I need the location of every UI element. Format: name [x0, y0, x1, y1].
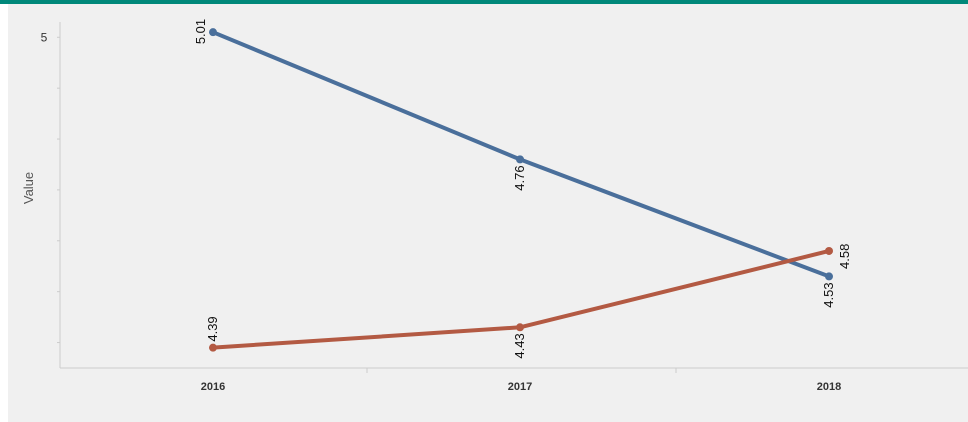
x-tick-label: 2016: [201, 381, 225, 393]
series-1-point[interactable]: [209, 28, 217, 37]
x-axis-ticks: 2016 2017 2018: [201, 368, 841, 393]
data-label: 4.53: [821, 282, 836, 307]
data-label: 4.58: [837, 244, 852, 269]
data-label: 4.76: [512, 165, 527, 190]
series-1-point[interactable]: [516, 155, 524, 164]
series-1-point[interactable]: [825, 272, 833, 281]
data-labels-group: 5.01 4.76 4.53 4.39 4.43 4.58: [193, 19, 852, 359]
data-label: 5.01: [193, 19, 208, 44]
series-2-point[interactable]: [209, 343, 217, 352]
x-tick-label: 2017: [508, 381, 532, 393]
y-axis-ticks: 5: [41, 30, 60, 344]
y-axis-title: Value: [21, 172, 36, 204]
top-accent-bar: [0, 0, 968, 4]
series-2-point[interactable]: [516, 323, 524, 332]
y-tick-label: 5: [41, 30, 48, 44]
data-label: 4.43: [512, 333, 527, 358]
series-2-point[interactable]: [825, 246, 833, 255]
data-label: 4.39: [205, 316, 220, 341]
series-group: [209, 28, 833, 352]
x-tick-label: 2018: [817, 381, 841, 393]
plot-panel: [8, 4, 968, 422]
